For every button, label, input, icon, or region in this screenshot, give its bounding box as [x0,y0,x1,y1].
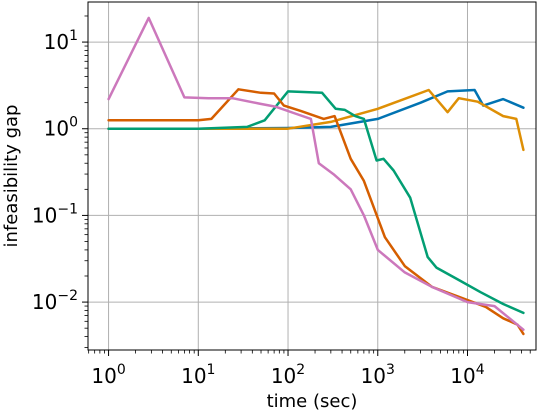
y-tick-label: 101 [44,28,78,54]
grid-lines [88,2,536,350]
axis-ticks: 100 101 102 103 104 10−2 10−1 100 101 [32,15,531,388]
x-tick-label: 101 [181,362,215,388]
x-tick-label: 100 [91,362,125,388]
series-line-2 [107,88,525,152]
series-line-4 [107,88,525,336]
x-tick-label: 102 [271,362,305,388]
series-lines [107,16,525,336]
y-tick-label: 10−1 [32,201,78,227]
series-line-1 [107,88,525,130]
y-tick-label: 10−2 [32,288,78,314]
series-line-5 [107,16,525,331]
x-axis-label: time (sec) [267,391,358,410]
plot-area-frame [87,1,537,351]
y-axis-label: infeasibility gap [1,105,22,248]
x-tick-label: 103 [361,362,395,388]
series-line-3 [107,90,525,315]
x-tick-label: 104 [450,362,484,388]
y-tick-label: 100 [44,115,78,141]
